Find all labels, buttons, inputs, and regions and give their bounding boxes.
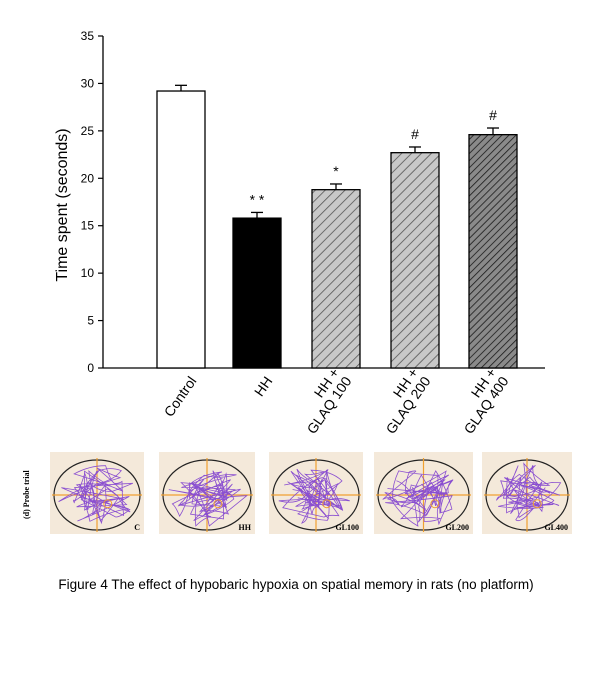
y-tick-label: 0 [87, 361, 94, 375]
platform-marker [103, 499, 113, 509]
track-panel: C [50, 452, 144, 534]
platform-marker [430, 499, 440, 509]
track-label: HH [239, 523, 252, 532]
track-panel: GL100 [269, 452, 363, 534]
y-tick-label: 35 [81, 29, 95, 43]
track-panel: GL400 [482, 452, 572, 534]
swim-path [58, 465, 134, 525]
track-label: GL100 [335, 523, 359, 532]
bar [156, 90, 206, 369]
y-tick-label: 20 [81, 171, 95, 185]
bar [232, 217, 282, 369]
x-tick-label-line: HH [251, 373, 276, 399]
platform-marker [322, 499, 332, 509]
probe-trial-tracks: C HH GL100 GL200 GL400 [50, 452, 572, 534]
x-tick-label: HH +GLAQ 200 [383, 365, 434, 437]
track-panel: HH [159, 452, 255, 534]
track-panel: GL200 [374, 452, 473, 534]
track-label: GL400 [544, 523, 568, 532]
x-tick-label: HH [251, 373, 276, 399]
x-tick-label: Control [161, 373, 200, 419]
significance-marker: # [489, 107, 497, 123]
swim-path [382, 470, 454, 527]
y-tick-label: 10 [81, 266, 95, 280]
x-tick-label: HH +GLAQ 400 [461, 365, 512, 437]
track-label: C [134, 523, 140, 532]
y-axis-label: Time spent (seconds) [54, 128, 71, 281]
x-tick-label-line: Control [161, 373, 200, 419]
swim-path [278, 468, 350, 524]
y-tick-label: 15 [81, 219, 95, 233]
y-tick-label: 30 [81, 76, 95, 90]
bar [468, 134, 518, 369]
y-tick-label: 5 [87, 314, 94, 328]
bar-chart: Time spent (seconds) 0 5 10 15 20 25 30 35 * * *… [54, 29, 545, 437]
y-tick-label: 25 [81, 124, 95, 138]
x-tick-label: HH +GLAQ 100 [304, 365, 355, 437]
platform-marker [213, 499, 223, 509]
bar [390, 152, 440, 369]
significance-marker: * [333, 163, 339, 179]
platform-marker [532, 499, 542, 509]
significance-marker: # [411, 126, 419, 142]
swim-path [168, 470, 248, 527]
figure-caption: Figure 4 The effect of hypobaric hypoxia… [58, 577, 534, 592]
significance-marker: * * [250, 191, 265, 207]
track-label: GL200 [445, 523, 469, 532]
bar [311, 189, 361, 369]
